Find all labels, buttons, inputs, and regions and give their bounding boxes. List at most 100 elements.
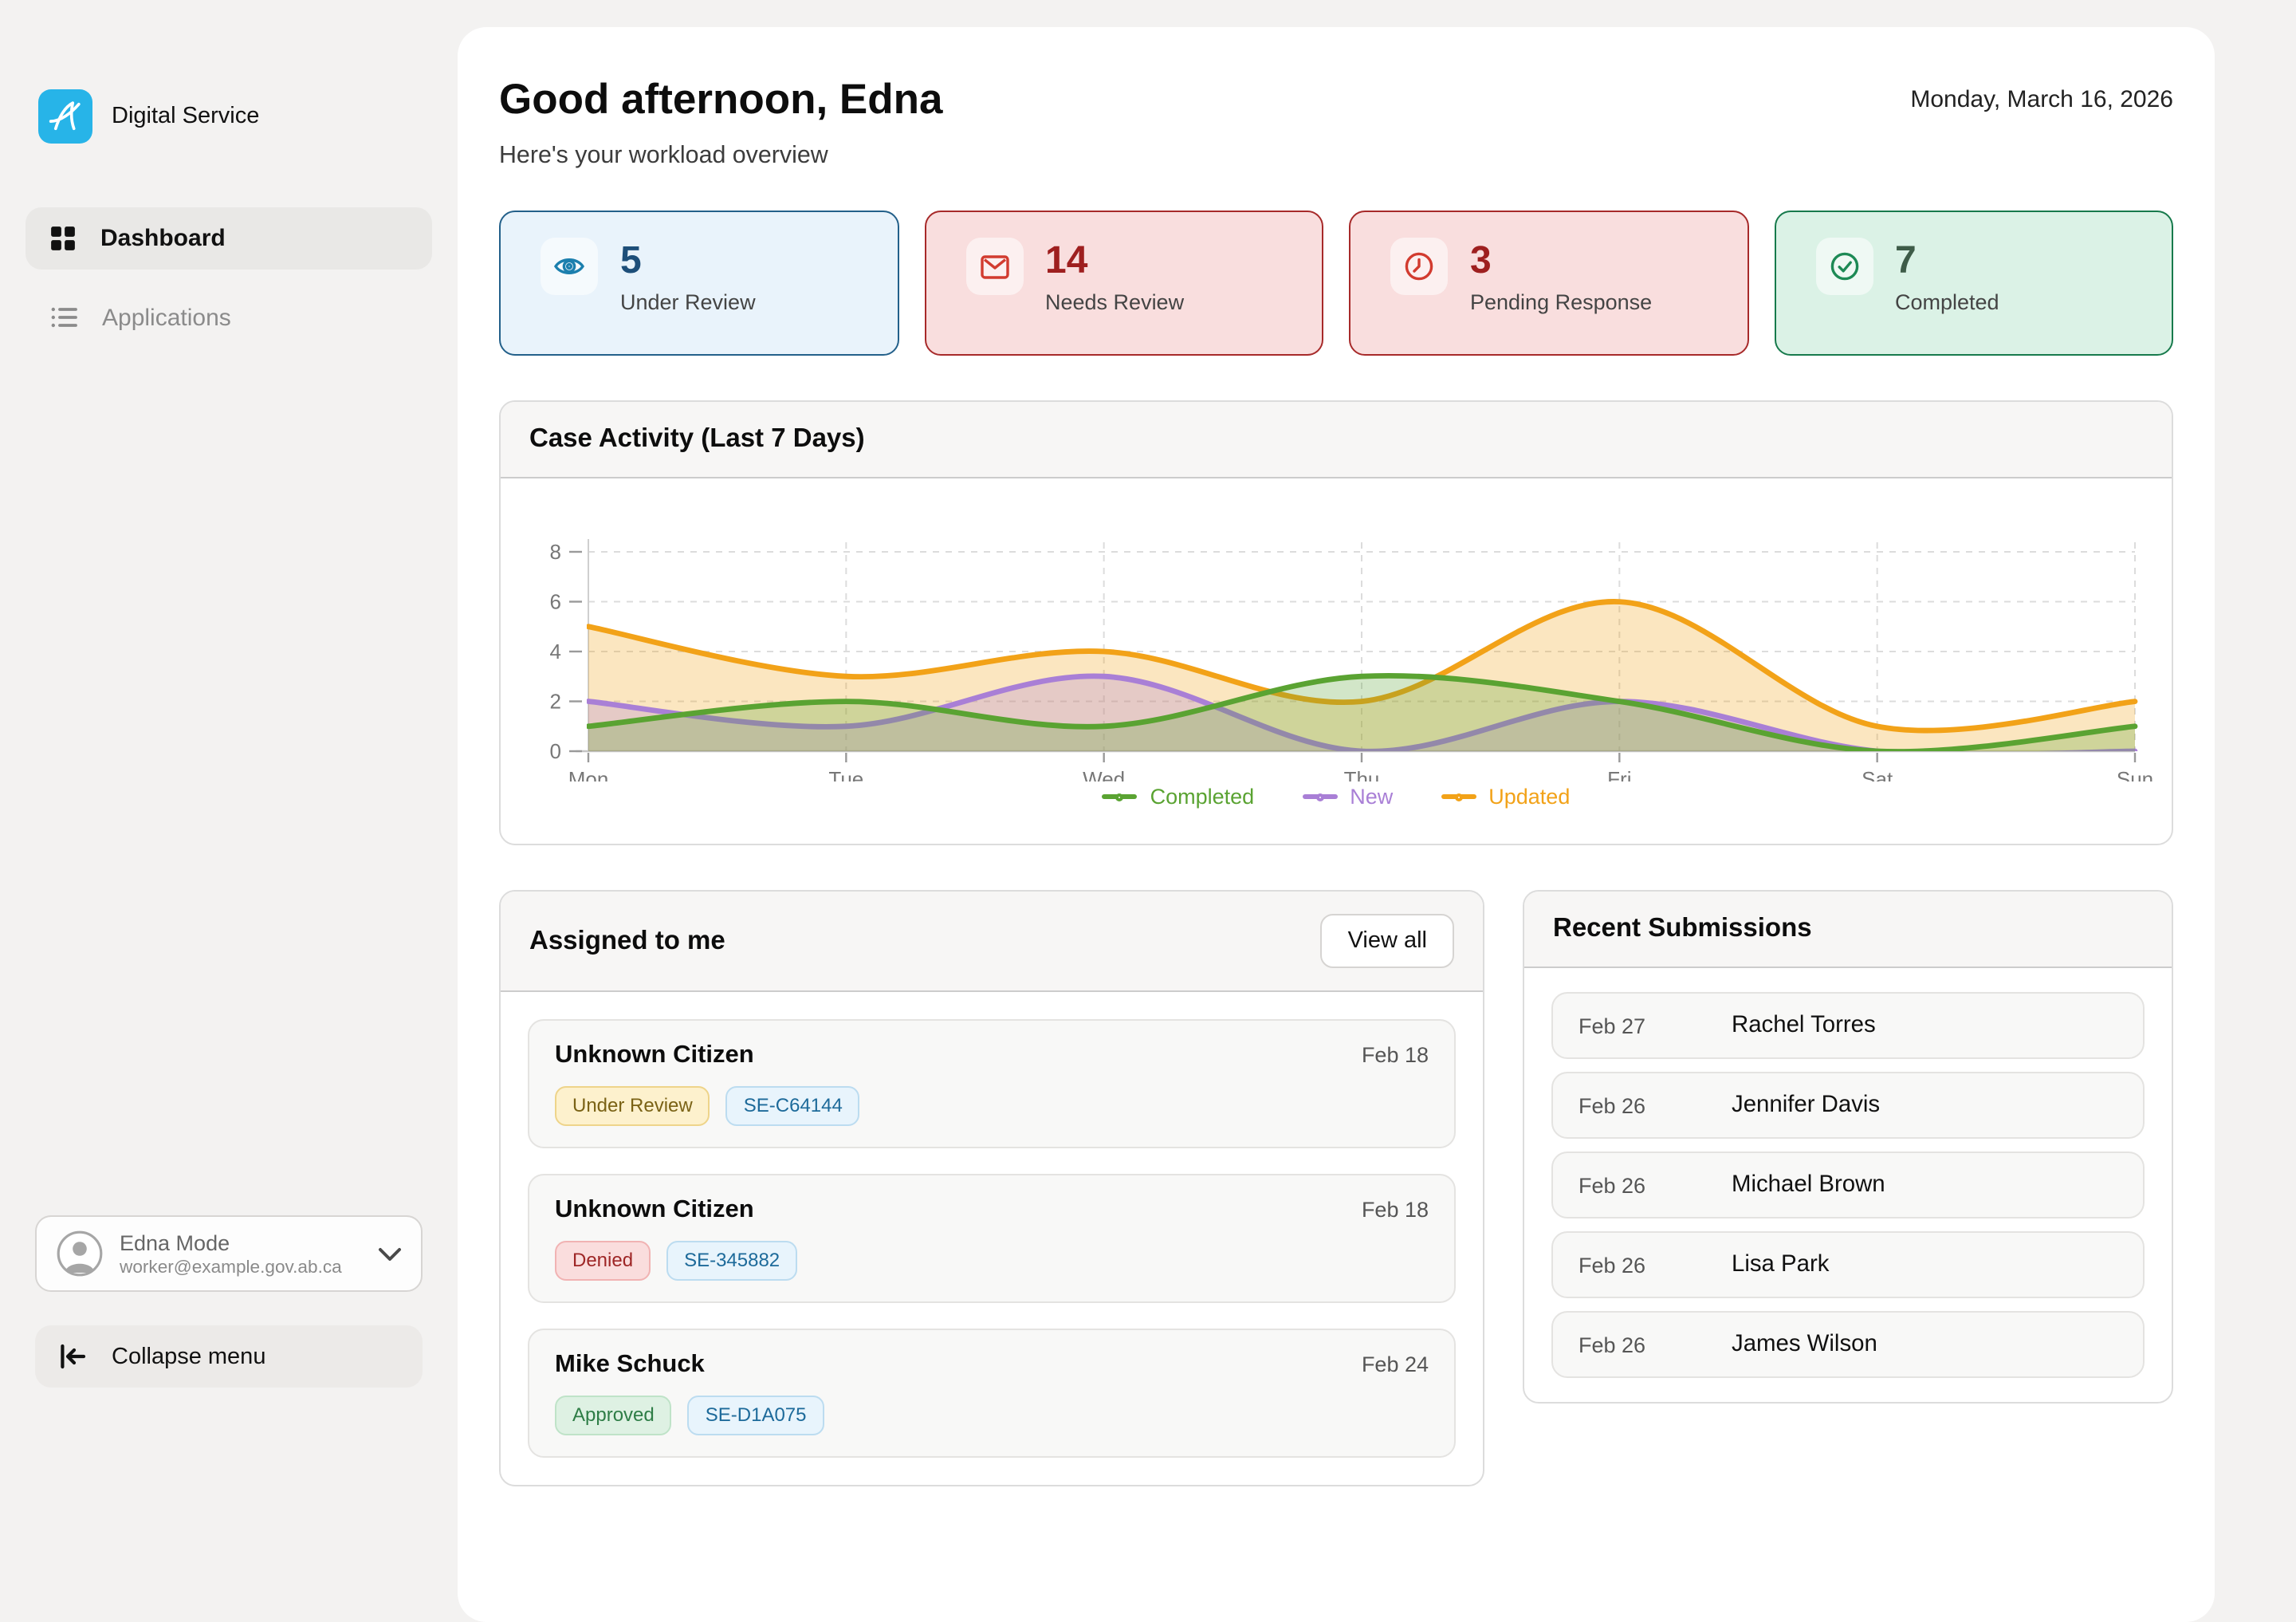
submission-name: Michael Brown (1732, 1172, 1885, 1198)
sidebar-bottom: Edna Mode worker@example.gov.ab.ca (35, 1215, 423, 1388)
case-citizen-name: Unknown Citizen (555, 1041, 754, 1069)
collapse-menu-button[interactable]: Collapse menu (35, 1325, 423, 1388)
chevron-down-icon (378, 1246, 402, 1261)
status-badge: Denied (555, 1241, 651, 1281)
current-date: Monday, March 16, 2026 (1910, 86, 2173, 113)
page-subtitle: Here's your workload overview (499, 142, 828, 169)
case-badges: Denied SE-345882 (555, 1241, 1429, 1281)
collapse-label: Collapse menu (112, 1344, 266, 1369)
stat-label: Pending Response (1470, 290, 1653, 314)
case-citizen-name: Unknown Citizen (555, 1196, 754, 1223)
stat-icon-chip (1390, 238, 1448, 295)
submission-date: Feb 26 (1578, 1333, 1646, 1356)
brand: Digital Service (38, 89, 432, 144)
stat-value: 14 (1045, 239, 1088, 282)
clock-icon (1405, 252, 1433, 281)
stat-card[interactable]: 5 Under Review (499, 211, 898, 356)
svg-text:Sun: Sun (2117, 767, 2153, 781)
legend-label: Completed (1150, 785, 1255, 809)
eye-icon (553, 258, 585, 274)
sidebar-item-dashboard[interactable]: Dashboard (26, 207, 432, 270)
recent-submission-row[interactable]: Feb 26 Lisa Park (1551, 1231, 2145, 1298)
stat-value: 7 (1895, 239, 1917, 282)
svg-text:8: 8 (550, 540, 561, 564)
legend-marker (1302, 793, 1338, 801)
sidebar: Digital Service Dashboard (0, 0, 458, 1435)
page-title: Good afternoon, Edna (499, 75, 943, 123)
svg-text:Wed: Wed (1083, 767, 1125, 781)
applications-list-icon (49, 303, 78, 332)
stat-card[interactable]: 3 Pending Response (1349, 211, 1748, 356)
case-activity-panel: Case Activity (Last 7 Days) 0 2 4 6 8 Mon Tue W… (499, 400, 2173, 845)
case-list-item[interactable]: Unknown Citizen Feb 18 Under Review SE-C… (528, 1019, 1456, 1148)
svg-text:4: 4 (550, 640, 561, 663)
legend-item-completed[interactable]: Completed (1102, 785, 1255, 809)
assigned-title: Assigned to me (529, 926, 725, 955)
bottom-columns: Assigned to me View all Unknown Citizen … (499, 890, 2173, 1486)
submission-name: Lisa Park (1732, 1252, 1830, 1278)
stat-value: 5 (620, 239, 642, 282)
user-name: Edna Mode (120, 1230, 230, 1254)
submission-name: Rachel Torres (1732, 1013, 1876, 1038)
case-list-item[interactable]: Unknown Citizen Feb 18 Denied SE-345882 (528, 1174, 1456, 1303)
case-citizen-name: Mike Schuck (555, 1351, 705, 1378)
legend-item-new[interactable]: New (1302, 785, 1393, 809)
recent-submission-row[interactable]: Feb 26 James Wilson (1551, 1311, 2145, 1378)
stat-card[interactable]: 7 Completed (1774, 211, 2173, 356)
case-badges: Approved SE-D1A075 (555, 1396, 1429, 1435)
sidebar-nav: Dashboard Applications (26, 207, 432, 349)
stat-value: 3 (1470, 239, 1492, 282)
case-item-top: Unknown Citizen Feb 18 (555, 1196, 1429, 1225)
stat-label: Under Review (620, 290, 756, 314)
sidebar-item-applications[interactable]: Applications (26, 285, 432, 349)
submission-date: Feb 26 (1578, 1173, 1646, 1197)
stat-label: Completed (1895, 290, 1999, 314)
case-badges: Under Review SE-C64144 (555, 1086, 1429, 1126)
case-id-badge: SE-C64144 (725, 1086, 860, 1126)
svg-text:2: 2 (550, 690, 561, 714)
dashboard-page: Digital Service Dashboard (0, 0, 2215, 1622)
legend-label: Updated (1488, 785, 1571, 809)
brand-name: Digital Service (112, 104, 260, 129)
recent-submission-row[interactable]: Feb 26 Jennifer Davis (1551, 1072, 2145, 1139)
svg-text:Mon: Mon (568, 767, 609, 781)
stat-card[interactable]: 14 Needs Review (924, 211, 1323, 356)
case-list-item[interactable]: Mike Schuck Feb 24 Approved SE-D1A075 (528, 1329, 1456, 1458)
recent-panel-header: Recent Submissions (1524, 892, 2172, 968)
submission-date: Feb 27 (1578, 1014, 1646, 1037)
user-email: worker@example.gov.ab.ca (120, 1258, 342, 1277)
recent-submissions-panel: Recent Submissions Feb 27 Rachel Torres … (1523, 890, 2173, 1404)
svg-text:Tue: Tue (828, 767, 863, 781)
svg-text:Thu: Thu (1344, 767, 1380, 781)
svg-text:Sat: Sat (1862, 767, 1893, 781)
status-badge: Under Review (555, 1086, 710, 1126)
submission-date: Feb 26 (1578, 1093, 1646, 1117)
chart-panel-header: Case Activity (Last 7 Days) (501, 402, 2172, 478)
chart-body: 0 2 4 6 8 Mon Tue Wed Thu Fri Sat Sun Completed New U… (501, 478, 2172, 809)
mail-icon (980, 255, 1008, 279)
recent-submission-row[interactable]: Feb 27 Rachel Torres (1551, 992, 2145, 1059)
stat-icon-chip (965, 238, 1023, 295)
stat-icon-chip (1815, 238, 1873, 295)
dashboard-grid-icon (49, 225, 77, 252)
sidebar-item-label: Dashboard (100, 225, 226, 252)
stat-texts: 14 Needs Review (1045, 238, 1184, 354)
submission-date: Feb 26 (1578, 1253, 1646, 1277)
legend-ring (1115, 793, 1124, 801)
case-date: Feb 24 (1361, 1352, 1429, 1376)
submission-name: James Wilson (1732, 1332, 1877, 1357)
user-menu[interactable]: Edna Mode worker@example.gov.ab.ca (35, 1215, 423, 1292)
chart-title: Case Activity (Last 7 Days) (529, 424, 865, 453)
stat-texts: 5 Under Review (620, 238, 756, 354)
case-activity-chart: 0 2 4 6 8 Mon Tue Wed Thu Fri Sat Sun (550, 539, 2153, 781)
case-item-top: Mike Schuck Feb 24 (555, 1351, 1429, 1380)
status-badge: Approved (555, 1396, 672, 1435)
check-circle-icon (1830, 252, 1858, 281)
legend-item-updated[interactable]: Updated (1441, 785, 1570, 809)
legend-ring (1315, 793, 1324, 801)
recent-submission-row[interactable]: Feb 26 Michael Brown (1551, 1152, 2145, 1218)
stat-texts: 3 Pending Response (1470, 238, 1652, 354)
main-header: Good afternoon, Edna Here's your workloa… (499, 69, 2173, 169)
view-all-button[interactable]: View all (1320, 914, 1454, 968)
svg-text:0: 0 (550, 739, 561, 763)
